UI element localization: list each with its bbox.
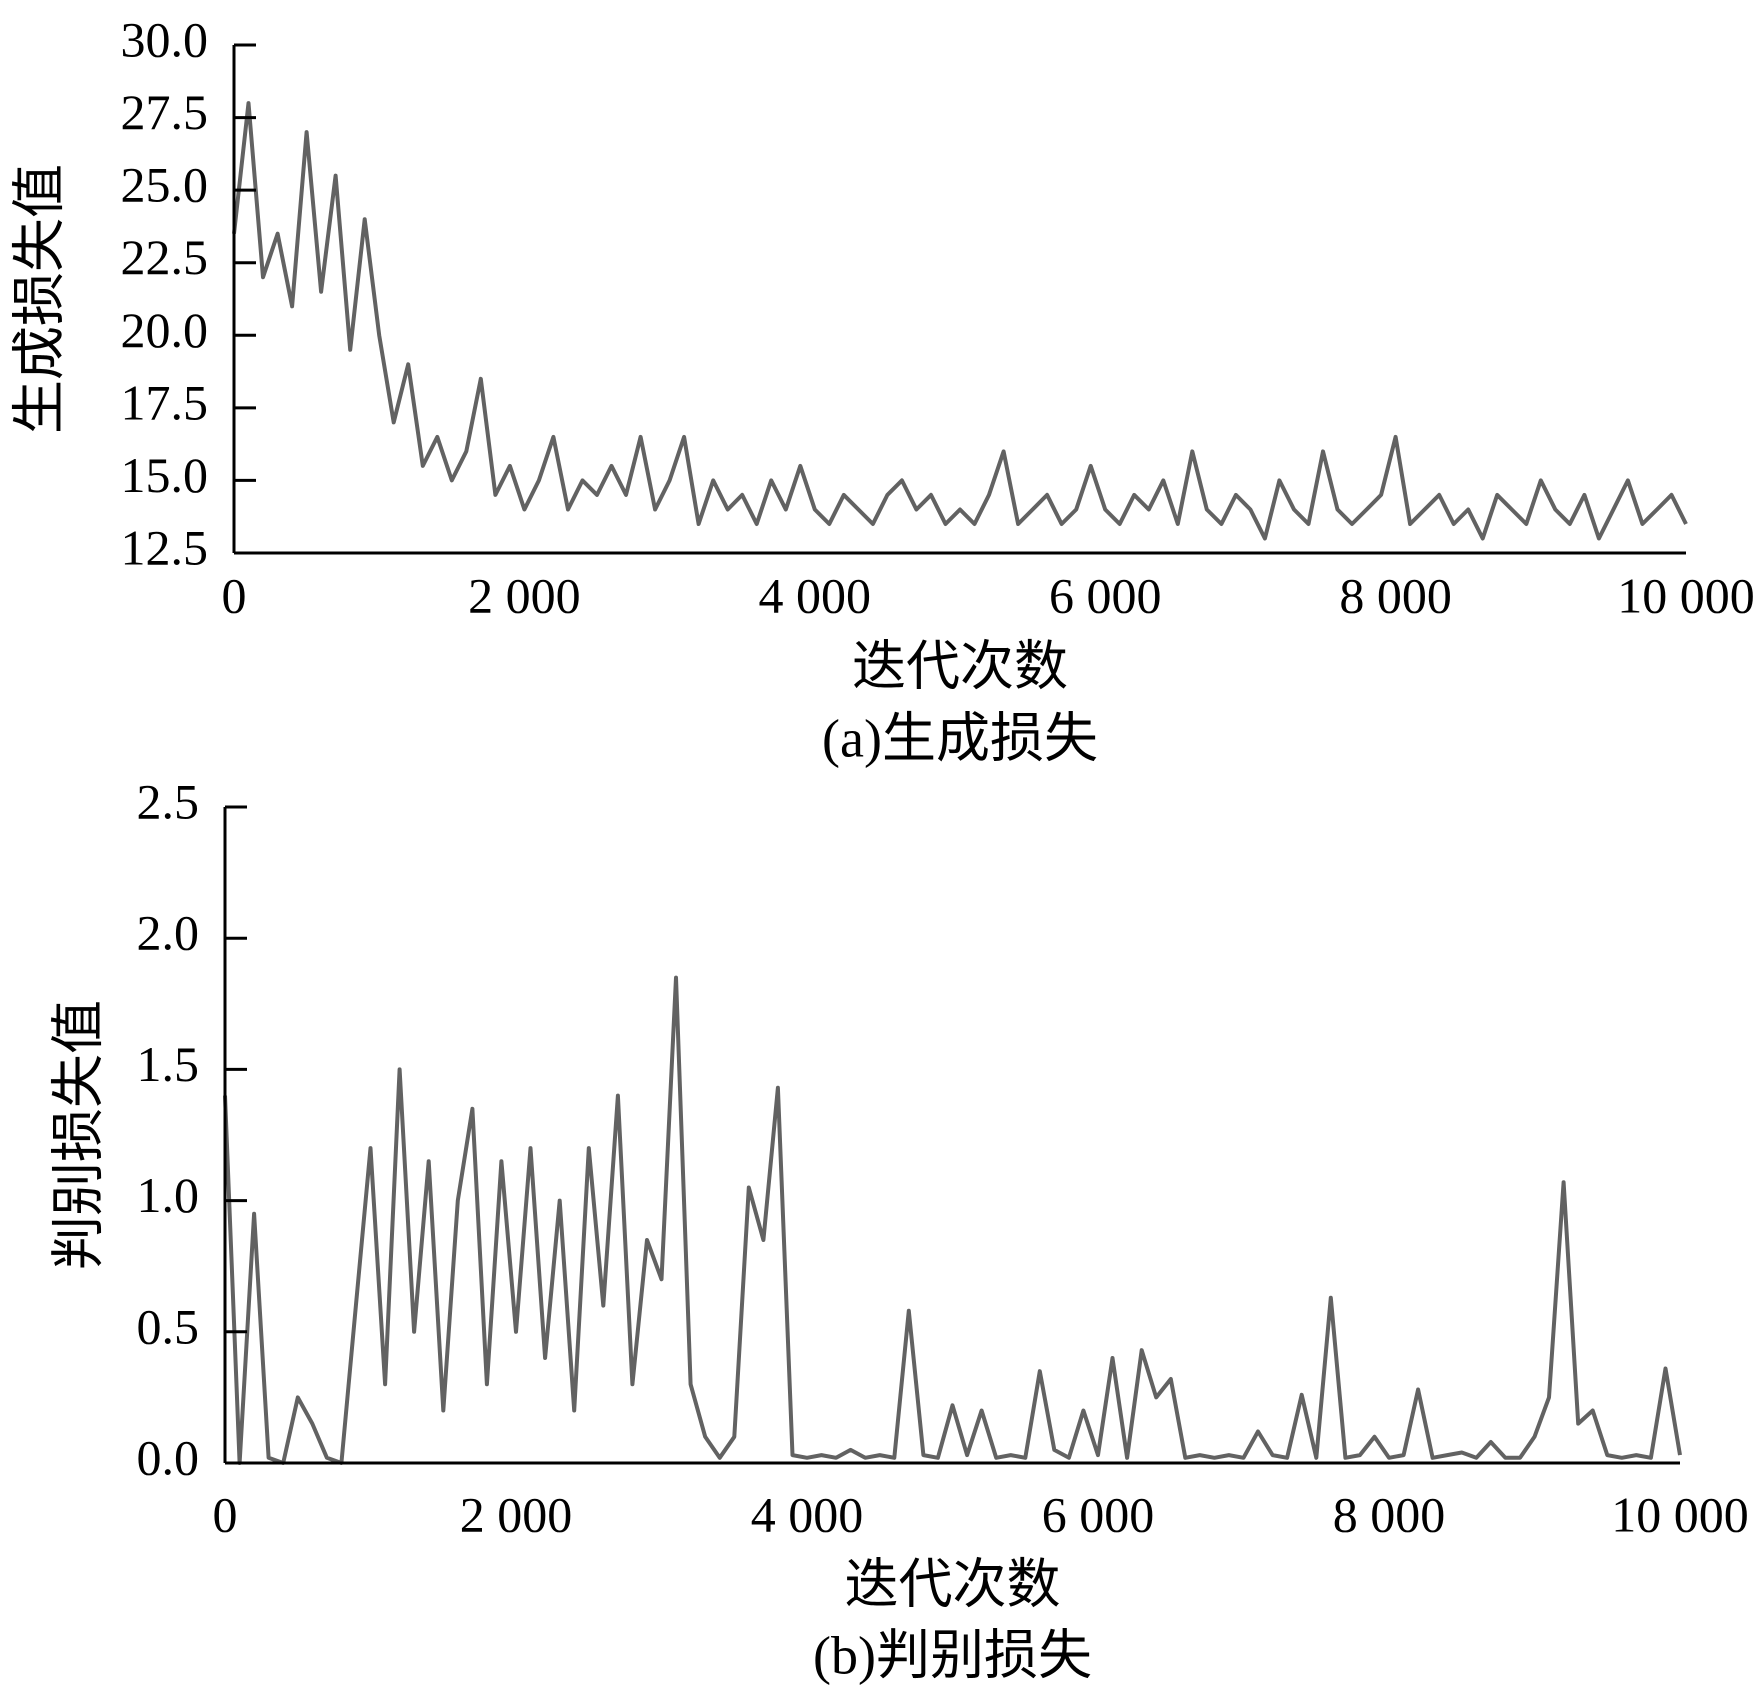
y-tick-label: 0.0	[137, 1429, 200, 1485]
y-axis-label: 判别损失值	[48, 1000, 108, 1270]
x-tick-label: 10 000	[1611, 1486, 1749, 1542]
x-tick-label: 6 000	[1049, 567, 1162, 623]
y-tick-label: 20.0	[121, 302, 209, 358]
y-tick-label: 2.0	[137, 905, 200, 961]
y-tick-label: 12.5	[121, 519, 209, 575]
y-tick-label: 25.0	[121, 157, 209, 213]
y-tick-label: 22.5	[121, 229, 209, 285]
x-tick-label: 2 000	[460, 1486, 573, 1542]
y-tick-label: 30.0	[121, 11, 209, 67]
y-tick-label: 27.5	[121, 84, 209, 140]
x-tick-label: 8 000	[1333, 1486, 1446, 1542]
y-tick-label: 0.5	[137, 1298, 200, 1354]
y-tick-label: 2.5	[137, 773, 200, 829]
y-tick-label: 15.0	[121, 447, 209, 503]
x-tick-label: 0	[222, 567, 247, 623]
x-tick-label: 10 000	[1617, 567, 1755, 623]
y-tick-label: 17.5	[121, 374, 209, 430]
data-line	[223, 975, 1682, 1465]
y-axis-label: 生成损失值	[9, 164, 69, 434]
x-tick-label: 8 000	[1339, 567, 1452, 623]
x-tick-label: 2 000	[468, 567, 581, 623]
x-tick-label: 6 000	[1042, 1486, 1155, 1542]
x-axis-label: 迭代次数	[845, 1554, 1061, 1614]
y-tick-label: 1.0	[137, 1167, 200, 1223]
x-tick-label: 4 000	[759, 567, 872, 623]
data-line	[232, 101, 1688, 541]
x-tick-label: 0	[213, 1486, 238, 1542]
caption: (b)判别损失	[813, 1625, 1092, 1685]
x-axis-label: 迭代次数	[852, 636, 1068, 696]
y-tick-label: 1.5	[137, 1036, 200, 1092]
caption: (a)生成损失	[822, 708, 1098, 768]
x-tick-label: 4 000	[751, 1486, 864, 1542]
